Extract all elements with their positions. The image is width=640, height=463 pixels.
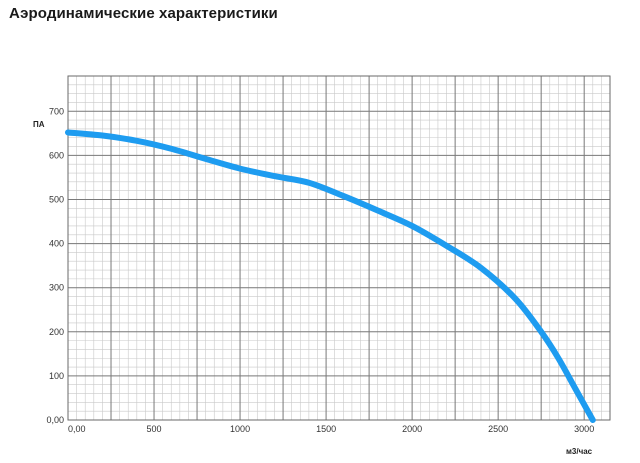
- x-tick-label: 3000: [574, 424, 594, 434]
- y-tick-label: 500: [49, 194, 64, 204]
- x-tick-label: 1000: [230, 424, 250, 434]
- x-tick-label: 2000: [402, 424, 422, 434]
- plot-border: [67, 75, 611, 421]
- x-axis-label: м3/час: [566, 447, 593, 456]
- x-tick-label: 500: [147, 424, 162, 434]
- plot-area: [68, 76, 610, 420]
- chart-tick-labels: 0,00 100 200 300 400 500 600 700 0,00 500 1000 1500…: [46, 106, 594, 434]
- y-axis-label: ПА: [33, 120, 45, 129]
- series-line: [65, 129, 596, 423]
- x-tick-label: 1500: [316, 424, 336, 434]
- x-tick-label: 2500: [488, 424, 508, 434]
- y-tick-label: 600: [49, 150, 64, 160]
- y-tick-label: 300: [49, 283, 64, 293]
- page-title: Аэродинамические характеристики: [9, 5, 278, 22]
- y-tick-label: 700: [49, 106, 64, 116]
- y-tick-label: 200: [49, 327, 64, 337]
- chart-series: [65, 129, 596, 423]
- y-tick-label: 0,00: [46, 415, 64, 425]
- y-tick-label: 100: [49, 371, 64, 381]
- chart-grid: [67, 75, 611, 421]
- x-tick-label: 0,00: [68, 424, 86, 434]
- y-tick-label: 400: [49, 239, 64, 249]
- chart-axes: [67, 75, 611, 421]
